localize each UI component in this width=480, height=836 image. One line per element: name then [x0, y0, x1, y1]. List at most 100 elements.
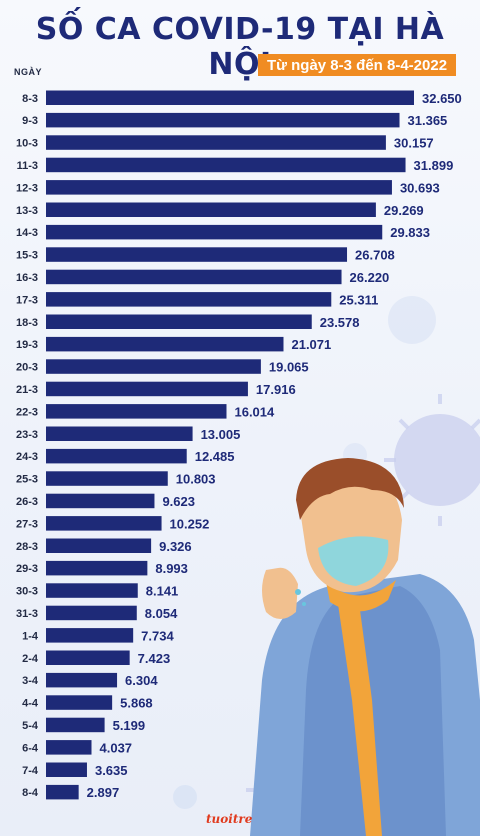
bar: [46, 784, 79, 800]
bar: [46, 740, 92, 755]
bar: [46, 269, 342, 285]
category-label: 27-3: [16, 518, 38, 530]
data-label: 4.037: [100, 740, 133, 755]
person-with-mask-icon: [250, 458, 480, 836]
category-label: 29-3: [16, 563, 38, 575]
category-label: 16-3: [16, 272, 38, 284]
category-label: 15-3: [16, 250, 38, 262]
bar: [46, 650, 130, 665]
data-label: 30.693: [400, 180, 440, 195]
data-label: 12.485: [195, 449, 235, 464]
data-label: 7.734: [141, 628, 174, 643]
category-label: 6-4: [22, 742, 39, 754]
data-label: 9.623: [162, 494, 195, 509]
bar: [46, 628, 134, 643]
bar: [46, 135, 386, 150]
category-label: 3-4: [22, 675, 39, 687]
category-label: 18-3: [16, 317, 38, 329]
bar: [46, 448, 187, 464]
bar: [46, 583, 138, 598]
bar: [46, 404, 227, 419]
bar: [46, 247, 348, 262]
bar: [46, 717, 105, 733]
data-label: 10.803: [176, 472, 216, 487]
data-label: 29.833: [390, 225, 430, 240]
category-label: 1-4: [22, 630, 39, 642]
category-label: 7-4: [22, 765, 39, 777]
bar: [46, 314, 312, 329]
category-label: 13-3: [16, 205, 38, 217]
bar: [46, 695, 113, 710]
data-label: 10.252: [170, 516, 210, 531]
bar: [46, 292, 332, 307]
category-label: 4-4: [22, 698, 39, 710]
data-label: 6.304: [125, 673, 158, 688]
data-label: 19.065: [269, 360, 309, 375]
data-label: 8.993: [155, 561, 188, 576]
bar: [46, 359, 261, 374]
data-label: 5.868: [120, 696, 153, 711]
category-label: 19-3: [16, 339, 38, 351]
bar: [46, 605, 137, 621]
bar: [46, 493, 155, 509]
data-label: 17.916: [256, 382, 296, 397]
category-label: 8-4: [22, 787, 39, 799]
category-label: 10-3: [16, 138, 38, 150]
logo: tuoitre: [206, 812, 253, 826]
category-label: 21-3: [16, 384, 38, 396]
category-label: 9-3: [22, 115, 38, 127]
category-label: 23-3: [16, 429, 38, 441]
bar: [46, 202, 376, 217]
category-label: 12-3: [16, 182, 38, 194]
data-label: 5.199: [113, 718, 146, 733]
category-label: 28-3: [16, 541, 38, 553]
category-label: 20-3: [16, 362, 38, 374]
category-label: 17-3: [16, 294, 38, 306]
data-label: 29.269: [384, 203, 424, 218]
data-label: 31.899: [414, 158, 454, 173]
bar: [46, 381, 248, 397]
bar: [46, 112, 400, 128]
bar: [46, 336, 284, 352]
category-label: 11-3: [17, 160, 38, 172]
data-label: 32.650: [422, 91, 462, 106]
bar: [46, 516, 162, 531]
y-axis-label: NGÀY: [14, 67, 43, 77]
data-label: 2.897: [87, 785, 120, 800]
bar: [46, 224, 383, 240]
data-label: 9.326: [159, 539, 192, 554]
bar: [46, 560, 148, 576]
date-range-badge: Từ ngày 8-3 đến 8-4-2022: [258, 54, 456, 76]
data-label: 23.578: [320, 315, 360, 330]
bar: [46, 157, 406, 173]
category-label: 30-3: [16, 586, 38, 598]
data-label: 21.071: [291, 337, 331, 352]
data-label: 26.220: [350, 270, 390, 285]
category-label: 2-4: [22, 653, 39, 665]
data-label: 3.635: [95, 763, 128, 778]
bar: [46, 538, 152, 553]
bar: [46, 426, 193, 441]
data-label: 31.365: [408, 113, 448, 128]
data-label: 8.141: [146, 584, 179, 599]
data-label: 8.054: [145, 606, 178, 621]
data-label: 25.311: [339, 292, 378, 307]
page-title: SỐ CA COVID-19 TẠI HÀ NỘI: [35, 12, 445, 82]
data-label: 13.005: [201, 427, 241, 442]
bar: [46, 672, 118, 688]
category-label: 31-3: [16, 608, 38, 620]
data-label: 16.014: [234, 404, 275, 419]
category-label: 26-3: [16, 496, 38, 508]
bar: [46, 90, 414, 105]
data-label: 26.708: [355, 248, 395, 263]
category-label: 24-3: [16, 451, 38, 463]
bar: [46, 471, 168, 486]
bar: [46, 180, 392, 195]
category-label: 8-3: [22, 93, 38, 105]
category-label: 22-3: [16, 406, 38, 418]
bar: [46, 762, 87, 777]
category-label: 5-4: [22, 720, 39, 732]
data-label: 7.423: [138, 651, 171, 666]
